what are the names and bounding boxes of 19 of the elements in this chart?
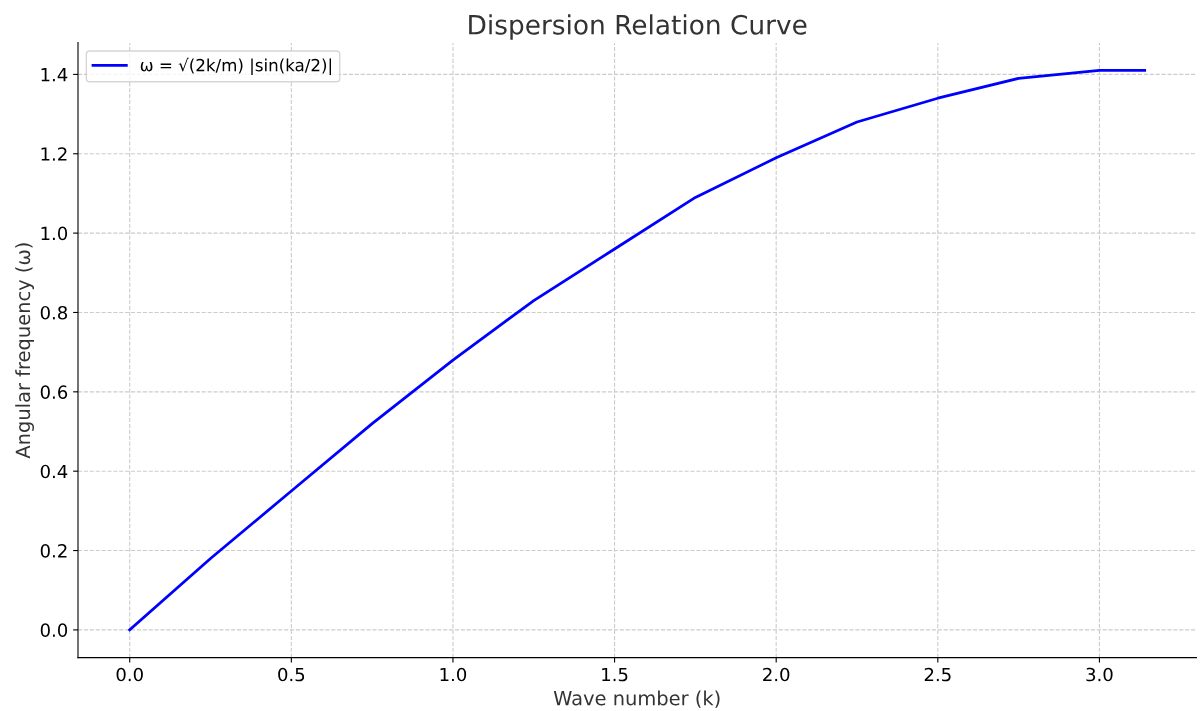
y-tick-label: 1.4: [41, 68, 68, 82]
x-tick-label: 0.5: [278, 667, 305, 682]
y-tick-label: 0.2: [40, 544, 67, 558]
y-tick-label: 0.6: [40, 385, 68, 399]
x-axis-title: Wave number (k): [553, 690, 720, 708]
y-tick-label: 1.2: [41, 147, 67, 161]
x-tick-label: 2.5: [924, 667, 951, 682]
chart-title: Dispersion Relation Curve: [469, 14, 807, 40]
y-tick-label: 0.4: [40, 464, 68, 479]
y-axis-title: Angular frequency (ω): [15, 243, 35, 459]
x-tick-label: 2.0: [763, 667, 790, 682]
legend-label: ω = √(2k/m) |sin(ka/2)|: [140, 57, 331, 76]
y-tick-label: 0.8: [40, 305, 68, 320]
x-tick-label: 1.5: [602, 667, 628, 682]
y-tick-label: 0.0: [40, 623, 68, 638]
x-tick-label: 3.0: [1086, 667, 1113, 682]
y-tick-label: 1.0: [41, 226, 68, 241]
x-tick-label: 1.0: [440, 667, 467, 682]
x-tick-label: 0.0: [116, 667, 143, 682]
